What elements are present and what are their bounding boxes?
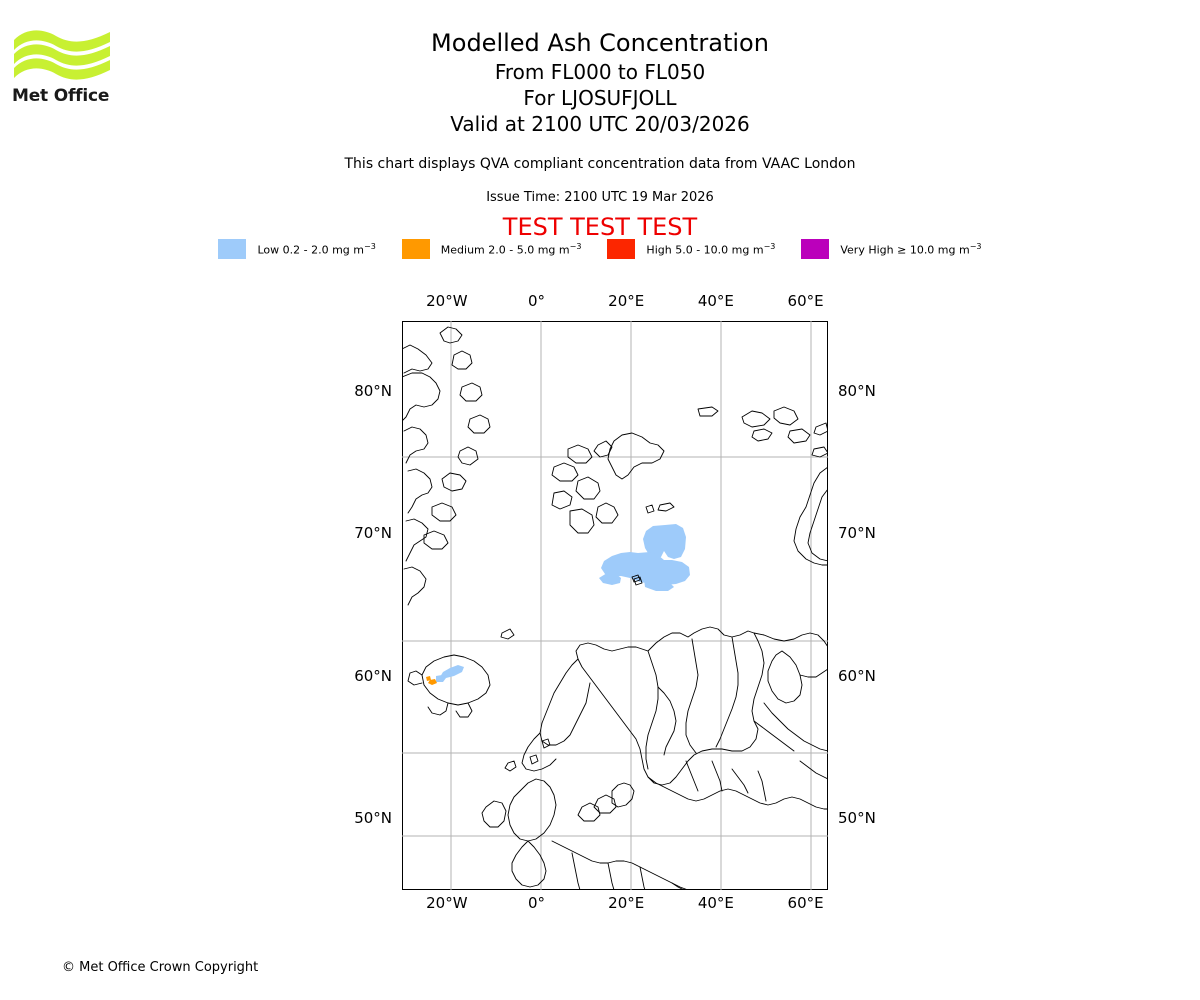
legend-high-label: High 5.0 - 10.0 mg m−3 <box>646 241 776 257</box>
flight-level-range: From FL000 to FL050 <box>494 60 706 84</box>
legend-very-high-swatch <box>801 239 830 259</box>
map-gridlines <box>402 321 828 890</box>
lat-tick-right-80: 80°N <box>838 382 876 401</box>
copyright-notice: © Met Office Crown Copyright <box>62 960 259 975</box>
concentration-legend: Low 0.2 - 2.0 mg m−3 Medium 2.0 - 5.0 mg … <box>0 239 1200 259</box>
lon-tick-bottom--20: 20°W <box>426 894 468 912</box>
legend-high-swatch <box>607 239 636 259</box>
lon-tick-top-60: 60°E <box>787 292 824 310</box>
legend-low: Low 0.2 - 2.0 mg m−3 <box>218 239 376 259</box>
lat-tick-left-80: 80°N <box>354 382 392 401</box>
legend-medium-swatch <box>401 239 430 259</box>
lon-tick-bottom-40: 40°E <box>697 894 734 912</box>
lat-tick-left-70: 70°N <box>354 524 392 543</box>
ash-plume-low <box>599 524 690 591</box>
lon-tick-bottom-0: 0° <box>527 894 546 912</box>
legend-high: High 5.0 - 10.0 mg m−3 <box>607 239 775 259</box>
lon-tick-bottom-60: 60°E <box>787 894 824 912</box>
legend-medium-label: Medium 2.0 - 5.0 mg m−3 <box>440 241 582 257</box>
lon-tick-bottom-20: 20°E <box>608 894 645 912</box>
wave-logo-icon <box>14 30 110 80</box>
lat-tick-left-60: 60°N <box>354 666 392 685</box>
qva-blurb: This chart displays QVA compliant concen… <box>344 156 856 172</box>
issue-time: Issue Time: 2100 UTC 19 Mar 2026 <box>486 190 714 205</box>
valid-time: Valid at 2100 UTC 20/03/2026 <box>450 112 750 136</box>
map-coastlines <box>402 326 828 890</box>
chart-title-block: Modelled Ash Concentration From FL000 to… <box>0 28 1200 137</box>
test-banner: TEST TEST TEST <box>502 213 698 241</box>
lat-tick-right-70: 70°N <box>838 524 876 543</box>
lat-tick-right-60: 60°N <box>838 666 876 685</box>
legend-medium: Medium 2.0 - 5.0 mg m−3 <box>401 239 582 259</box>
brand-name: Met Office <box>12 86 110 106</box>
ash-concentration-map <box>402 321 828 890</box>
met-office-logo: Met Office <box>12 26 122 106</box>
lat-tick-right-50: 50°N <box>838 808 876 827</box>
legend-low-label: Low 0.2 - 2.0 mg m−3 <box>257 241 376 257</box>
legend-very-high-label: Very High ≥ 10.0 mg m−3 <box>840 241 982 257</box>
lon-tick-top-0: 0° <box>527 292 546 310</box>
legend-very-high: Very High ≥ 10.0 mg m−3 <box>801 239 982 259</box>
lon-tick-top-20: 20°E <box>608 292 645 310</box>
iceland-source-plume <box>426 665 464 685</box>
map-frame <box>402 321 828 890</box>
legend-low-swatch <box>218 239 247 259</box>
page-title: Modelled Ash Concentration <box>431 29 769 57</box>
lon-tick-top-40: 40°E <box>697 292 734 310</box>
lon-tick-top--20: 20°W <box>426 292 468 310</box>
lat-tick-left-50: 50°N <box>354 808 392 827</box>
map-canvas <box>402 321 828 890</box>
volcano-name: For LJOSUFJOLL <box>523 86 677 110</box>
